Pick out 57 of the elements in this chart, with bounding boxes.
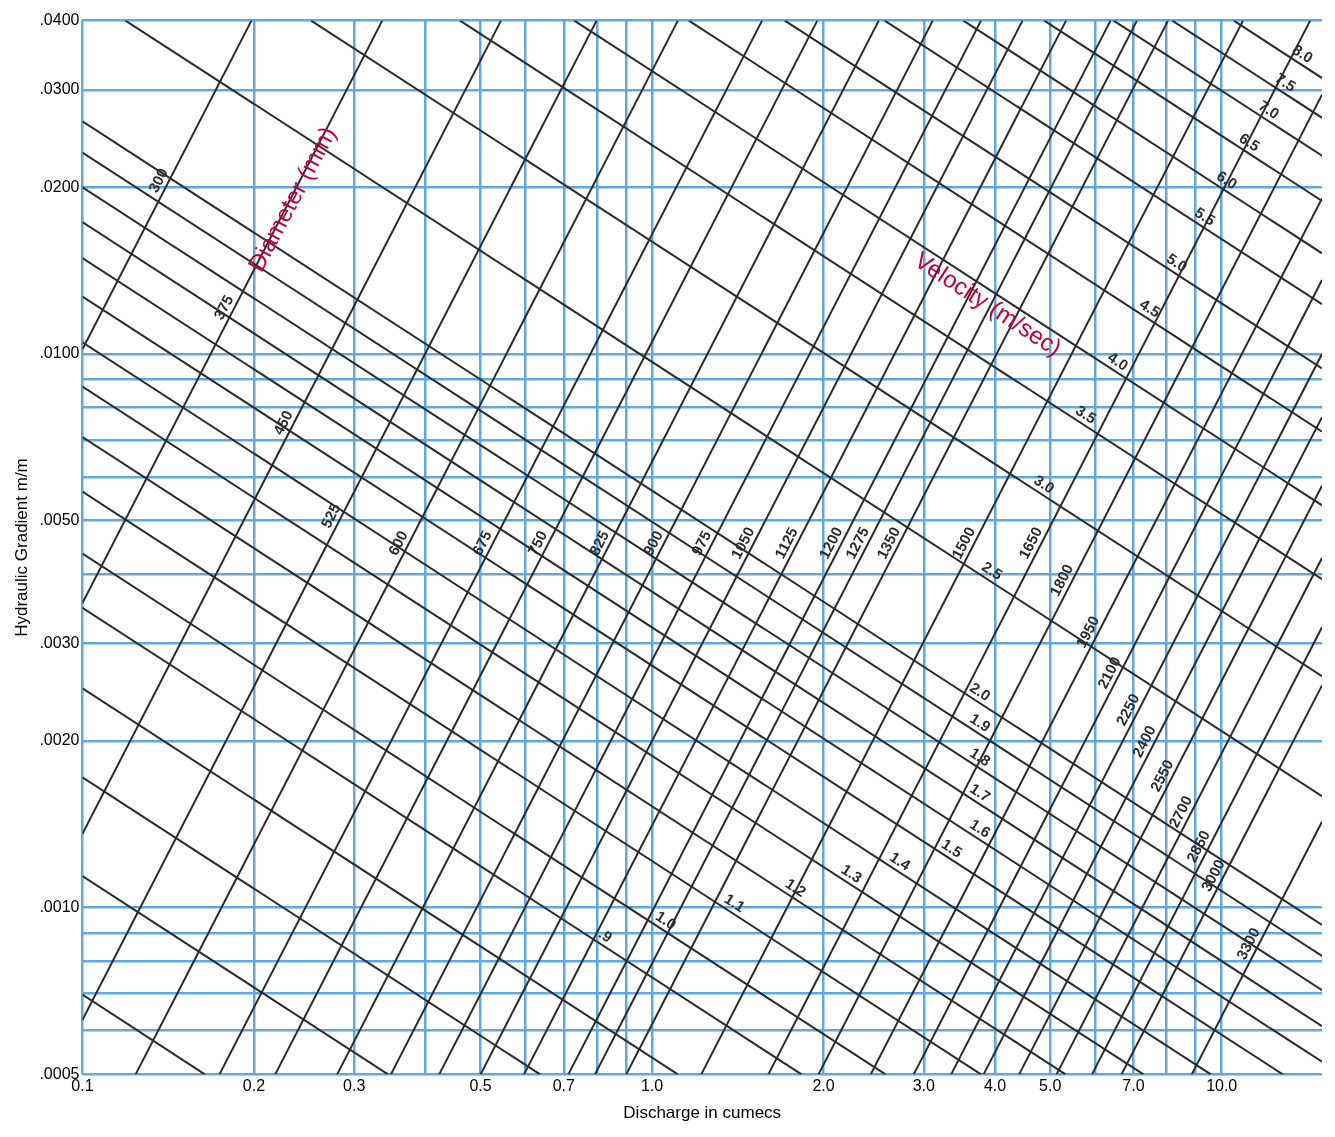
y-tick-label: .0030	[39, 633, 80, 651]
x-tick-label: 0.3	[343, 1077, 366, 1095]
text: 1500	[947, 524, 979, 562]
text: 1125	[770, 524, 801, 562]
y-tick-label: .0300	[39, 80, 80, 98]
x-axis-title: Discharge in cumecs	[623, 1103, 782, 1123]
text: 1050	[727, 524, 758, 562]
text: 1.2	[782, 874, 810, 901]
text: 1.1	[721, 889, 749, 916]
text: 2700	[1164, 792, 1196, 831]
text: 1950	[1071, 612, 1103, 651]
y-tick-label: .0020	[39, 731, 80, 749]
text: 1.9	[967, 709, 994, 736]
x-tick-label: 0.7	[552, 1077, 576, 1095]
text: 2.0	[967, 678, 994, 705]
text: 975	[687, 527, 715, 558]
x-tick-label: 0.5	[469, 1077, 492, 1095]
text: 3300	[1232, 924, 1263, 963]
text: 1.6	[967, 815, 994, 841]
text: 4.0	[1104, 348, 1132, 374]
text: 1.3	[838, 860, 866, 886]
y-tick-label: .0400	[39, 11, 80, 29]
text: 2100	[1093, 653, 1124, 692]
text: .9	[595, 924, 616, 946]
x-tick-label: 0.2	[242, 1077, 266, 1095]
text: 600	[384, 527, 411, 558]
text: 1.5	[938, 835, 966, 861]
y-tick-label: .0050	[39, 511, 80, 529]
x-tick-label: 7.0	[1122, 1077, 1145, 1095]
text: 1800	[1045, 561, 1077, 599]
x-tick-label: 4.0	[983, 1077, 1007, 1095]
y-tick-label: .0010	[39, 898, 80, 916]
text: 6.5	[1236, 128, 1264, 155]
text: 2.5	[979, 557, 1006, 584]
text: 3.0	[1031, 471, 1058, 497]
text: 6.0	[1213, 166, 1241, 193]
y-tick-label: .0100	[39, 344, 80, 362]
text: 900	[639, 527, 666, 558]
y-tick-label: .0200	[39, 177, 80, 195]
text: 1650	[1014, 524, 1046, 562]
text: 7.0	[1255, 96, 1283, 123]
y-axis-title: Hydraulic Gradient m/m	[11, 458, 31, 637]
text: 450	[269, 407, 296, 438]
x-tick-label: 10.0	[1206, 1077, 1238, 1095]
x-tick-label: 1.0	[640, 1077, 664, 1095]
text: 1.7	[967, 779, 994, 806]
text: 825	[585, 527, 613, 558]
text: 4.5	[1136, 295, 1164, 321]
text: 300	[144, 165, 171, 196]
text: 3.5	[1072, 401, 1100, 427]
x-tick-label: 2.0	[812, 1077, 835, 1095]
text: 525	[317, 500, 344, 531]
text: 1.4	[887, 847, 915, 874]
text: 1.8	[967, 743, 994, 770]
x-tick-label: 5.0	[1039, 1077, 1062, 1095]
text: 1350	[872, 524, 904, 562]
x-tick-label: 3.0	[912, 1077, 936, 1095]
